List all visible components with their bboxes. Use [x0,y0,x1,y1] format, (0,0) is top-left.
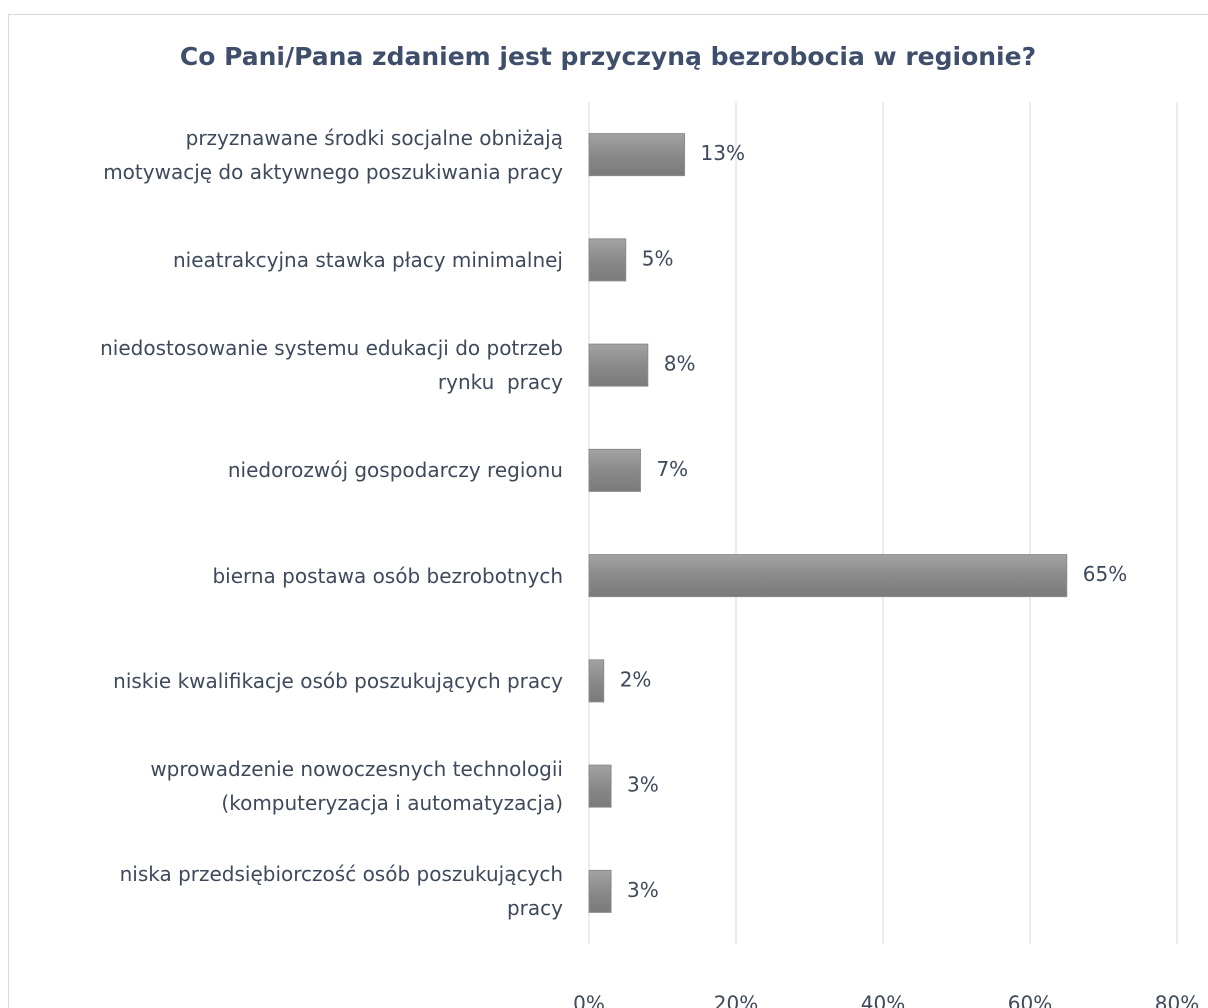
bar [588,133,686,177]
data-label: 5% [642,246,674,270]
category-label: niedostosowanie systemu edukacji do potr… [100,336,563,395]
bar [588,764,612,808]
x-tick-label: 60% [1008,992,1052,1008]
category-label: niedorozwój gospodarczy regionu [227,458,563,483]
data-label: 3% [627,773,659,797]
data-label: 65% [1083,562,1127,586]
data-label: 7% [656,457,688,481]
category-label: wprowadzenie nowoczesnych technologii (k… [150,757,563,816]
bar [588,554,1068,598]
category-label: niskie kwalifikacje osób poszukujących p… [113,668,563,693]
x-tick-label: 0% [573,992,605,1008]
data-label: 8% [664,352,696,376]
data-label: 13% [701,141,745,165]
bar [588,343,649,387]
x-tick-label: 80% [1155,992,1199,1008]
bar [588,659,605,703]
bar [588,448,641,492]
bar [588,238,627,282]
category-label: przyznawane środki socjalne obniżają mot… [103,125,563,184]
chart-title: Co Pani/Pana zdaniem jest przyczyną bezr… [179,42,1037,71]
data-label: 2% [620,667,652,691]
x-tick-label: 20% [714,992,758,1008]
bar [588,869,612,913]
x-tick-label: 40% [861,992,905,1008]
data-label: 3% [627,878,659,902]
category-label: nieatrakcyjna stawka płacy minimalnej [172,247,563,272]
category-label: bierna postawa osób bezrobotnych [212,563,563,588]
chart-frame [8,14,1208,1008]
category-label: niska przedsiębiorczość osób poszukujący… [119,862,563,921]
